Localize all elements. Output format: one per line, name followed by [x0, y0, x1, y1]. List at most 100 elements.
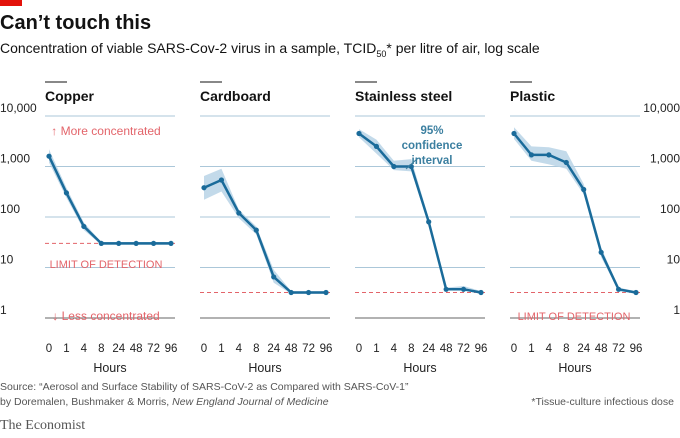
x-tick-label: 72	[612, 343, 625, 355]
series-line	[47, 155, 171, 245]
data-point	[323, 289, 329, 296]
x-tick-label: 24	[422, 343, 435, 355]
data-point	[116, 240, 122, 247]
data-point	[426, 219, 432, 225]
data-point	[150, 240, 157, 247]
x-tick-label: 24	[577, 343, 590, 355]
brand-logo: The Economist	[0, 418, 86, 433]
x-tick-label: 48	[440, 343, 453, 355]
data-point	[546, 152, 552, 158]
data-point	[633, 289, 639, 296]
data-point	[598, 249, 604, 255]
panel-title: Stainless steel	[355, 88, 452, 104]
x-tick-label: 48	[595, 343, 608, 355]
data-point	[460, 286, 467, 292]
confidence-band	[204, 168, 326, 294]
confidence-band	[49, 149, 171, 245]
data-point	[253, 227, 259, 233]
source-line-1: Source: “Aerosol and Surface Stability o…	[0, 381, 409, 393]
annotation-more-concentrated: ↑ More concentrated	[51, 124, 160, 138]
x-axis-label: Hours	[248, 361, 281, 375]
data-point	[615, 286, 622, 292]
confidence-band	[359, 129, 481, 294]
data-point	[98, 240, 104, 247]
y-tick-label-right: 10	[667, 253, 680, 267]
data-point	[356, 130, 362, 137]
data-point	[236, 210, 242, 216]
source-authors: by Doremalen, Bushmaker & Morris,	[0, 396, 173, 408]
x-tick-label: 1	[373, 343, 379, 355]
y-tick-label-left: 100	[0, 202, 20, 216]
source-line-2: by Doremalen, Bushmaker & Morris, New En…	[0, 395, 409, 410]
x-tick-label: 72	[302, 343, 315, 355]
x-tick-label: 4	[236, 343, 243, 355]
annotation-limit-of-detection-plastic: LIMIT OF DETECTION	[518, 311, 631, 323]
panel-title: Cardboard	[200, 88, 271, 104]
x-tick-label: 96	[165, 343, 178, 355]
series-line	[358, 132, 482, 294]
x-tick-label: 8	[408, 343, 414, 355]
x-tick-label: 24	[267, 343, 280, 355]
y-tick-label-left: 10,000	[0, 101, 37, 115]
data-point	[528, 152, 535, 158]
y-tick-label-right: 10,000	[643, 101, 680, 115]
source-note: Source: “Aerosol and Surface Stability o…	[0, 380, 409, 410]
data-point	[581, 186, 587, 193]
series-line	[203, 178, 326, 294]
y-tick-label-right: 1,000	[650, 152, 680, 166]
y-tick-label-left: 1,000	[0, 152, 30, 166]
x-tick-label: 8	[253, 343, 259, 355]
x-tick-label: 4	[81, 343, 88, 355]
source-journal: New England Journal of Medicine	[172, 396, 329, 408]
x-tick-label: 48	[130, 343, 143, 355]
x-tick-label: 48	[285, 343, 298, 355]
x-tick-label: 96	[630, 343, 643, 355]
data-point	[271, 274, 277, 280]
x-tick-label: 0	[356, 343, 362, 355]
x-tick-label: 4	[391, 343, 398, 355]
annotation-limit-of-detection: LIMIT OF DETECTION	[50, 259, 163, 271]
brand-red-tab	[0, 0, 22, 6]
annotation-less-concentrated: ↓ Less concentrated	[52, 309, 159, 323]
y-tick-label-right: 1	[673, 303, 680, 317]
x-tick-label: 0	[46, 343, 52, 355]
x-tick-label: 1	[528, 343, 534, 355]
x-tick-label: 0	[511, 343, 517, 355]
x-axis-label: Hours	[403, 361, 436, 375]
x-tick-label: 8	[98, 343, 104, 355]
subtitle-main: Concentration of viable SARS-Cov-2 virus…	[0, 40, 377, 56]
footnote: *Tissue-culture infectious dose	[531, 396, 674, 408]
data-point	[218, 177, 225, 183]
data-point	[63, 190, 70, 196]
panel-title: Copper	[45, 88, 95, 104]
annotation-ci-line2: confidence	[402, 140, 463, 152]
data-point	[391, 163, 397, 170]
data-point	[46, 153, 52, 159]
x-tick-label: 1	[63, 343, 69, 355]
data-point	[478, 289, 484, 296]
x-tick-label: 96	[475, 343, 488, 355]
data-point	[81, 223, 87, 230]
subtitle-tail: * per litre of air, log scale	[386, 40, 540, 56]
data-point	[288, 289, 294, 296]
x-tick-label: 0	[201, 343, 207, 355]
data-point	[563, 159, 569, 166]
chart-subtitle: Concentration of viable SARS-Cov-2 virus…	[0, 40, 540, 59]
x-tick-label: 24	[112, 343, 125, 355]
x-axis-label: Hours	[558, 361, 591, 375]
x-tick-label: 96	[320, 343, 333, 355]
data-point	[443, 286, 449, 292]
confidence-band	[514, 127, 636, 294]
series-line	[513, 132, 637, 294]
x-tick-label: 4	[546, 343, 553, 355]
y-tick-label-left: 10	[0, 253, 14, 267]
annotation-ci-line3: interval	[412, 155, 453, 167]
data-point	[511, 130, 517, 137]
data-point	[305, 289, 312, 296]
data-point	[168, 240, 174, 247]
panel-title: Plastic	[510, 88, 555, 104]
annotation-ci-pointer	[405, 157, 419, 170]
x-tick-label: 1	[218, 343, 224, 355]
y-tick-label-left: 1	[0, 303, 7, 317]
